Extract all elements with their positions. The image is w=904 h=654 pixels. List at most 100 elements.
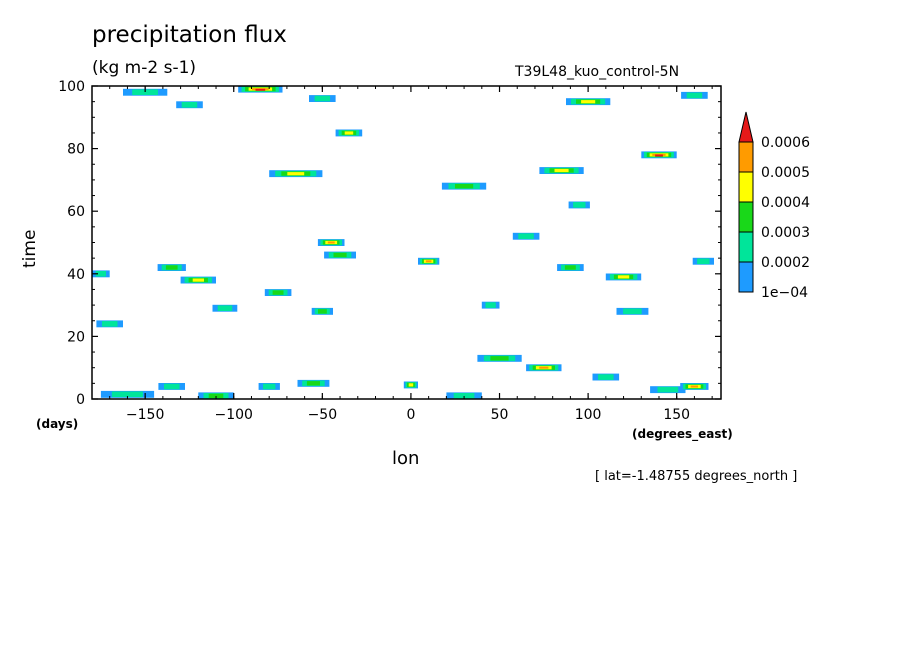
colorbar-label: 0.0006 (761, 135, 810, 151)
run-name: T39L48_kuo_control-5N (515, 64, 680, 80)
heatmap-cell (554, 168, 569, 173)
heatmap-patch-0 (100, 390, 155, 398)
heatmap-cell (272, 290, 284, 295)
heatmap-patch-20 (324, 251, 356, 259)
y-tick-label: 0 (76, 392, 85, 408)
heatmap-patch-29 (539, 167, 584, 174)
x-tick-label: −50 (308, 407, 338, 423)
y-tick-label: 100 (58, 79, 85, 95)
heatmap-cell (217, 305, 233, 311)
heatmap-patch-26 (568, 201, 590, 209)
x-axis-units: (degrees_east) (632, 427, 733, 441)
heatmap-patch-38 (92, 270, 110, 278)
heatmap-patch-22 (418, 257, 440, 265)
x-tick-label: −100 (215, 407, 253, 423)
heatmap-patch-6 (446, 392, 482, 400)
colorbar: 1e−04 0.0002 0.0003 0.0004 0.0005 0.0006 (738, 111, 810, 301)
heatmap-cell (255, 88, 266, 91)
heatmap-cell (318, 309, 327, 314)
colorbar-label: 0.0005 (761, 165, 810, 181)
heatmap-cell (657, 386, 679, 393)
heatmap-cell (617, 275, 630, 279)
heatmap-patch-9 (592, 373, 620, 381)
colorbar-swatch (738, 141, 754, 173)
heatmap-patch-1 (158, 383, 185, 390)
heatmap-cell (333, 252, 347, 258)
heatmap-cell (655, 154, 663, 157)
heatmap-cell (581, 100, 596, 104)
heatmap-cell (539, 366, 549, 369)
heatmap-cell (485, 302, 496, 308)
heatmap-patch-23 (557, 264, 584, 271)
heatmap-patch-10 (650, 386, 686, 394)
heatmap-cell (95, 271, 106, 277)
heatmap-cell (111, 391, 143, 398)
heatmap-patch-25 (512, 232, 540, 240)
colorbar-label: 1e−04 (761, 285, 808, 301)
heatmap-cell (164, 383, 180, 390)
y-tick-label: 60 (67, 204, 85, 220)
heatmap-cell (455, 184, 474, 189)
heatmap-cell (287, 172, 305, 176)
colorbar-swatch (738, 201, 754, 233)
heatmap-patch-13 (212, 304, 238, 312)
heatmap-patch-24 (605, 273, 642, 281)
heatmap-patch-12 (96, 320, 123, 328)
heatmap-cell (453, 393, 475, 399)
heatmap-cell (344, 131, 354, 135)
y-tick-label: 80 (67, 142, 85, 158)
heatmap-cell (165, 265, 178, 270)
heatmap-patches (92, 85, 714, 400)
colorbar-swatch (738, 231, 754, 263)
heatmap-cell (306, 381, 320, 386)
y-tick-label: 20 (67, 329, 85, 345)
heatmap-patch-3 (258, 383, 280, 390)
heatmap-cell (425, 260, 432, 263)
heatmap-cell (263, 383, 276, 390)
heatmap-cell (327, 241, 335, 244)
heatmap-cell (598, 374, 614, 380)
colorbar-swatch (738, 171, 754, 203)
heatmap-cell (518, 233, 534, 239)
heatmap-cell (314, 95, 331, 102)
heatmap-patch-17 (264, 289, 292, 296)
chart-units: (kg m-2 s-1) (92, 58, 197, 78)
x-axis-label: lon (392, 448, 420, 469)
axis-ticks: −150 −100 −50 0 50 100 150 0 20 40 60 80 100 (58, 79, 721, 423)
heatmap-cell (181, 102, 198, 108)
x-tick-label: 50 (491, 407, 509, 423)
heatmap-cell (623, 308, 642, 315)
heatmap-patch-37 (176, 101, 203, 109)
heatmap-cell (408, 383, 414, 387)
x-tick-label: −150 (126, 407, 164, 423)
colorbar-label: 0.0004 (761, 195, 810, 211)
heatmap-cell (132, 89, 158, 95)
x-tick-label: 150 (663, 407, 690, 423)
chart-title: precipitation flux (92, 22, 287, 48)
heatmap-cell (192, 278, 204, 282)
plot-frame (91, 85, 722, 400)
heatmap-cell (564, 265, 576, 270)
heatmap-patch-21 (317, 239, 345, 246)
slice-note: [ lat=-1.48755 degrees_north ] (595, 469, 798, 484)
heatmap-cell (208, 393, 224, 399)
heatmap-patch-18 (180, 276, 216, 284)
heatmap-patch-7 (477, 354, 522, 362)
y-tick-label: 40 (67, 267, 85, 283)
heatmap-cell (697, 258, 710, 265)
heatmap-patch-33 (123, 88, 168, 96)
heatmap-patch-11 (680, 383, 709, 390)
heatmap-patch-19 (157, 264, 186, 271)
heatmap-patch-27 (269, 170, 323, 178)
heatmap-patch-8 (526, 364, 562, 372)
heatmap-cell (686, 92, 703, 99)
heatmap-cell (690, 385, 698, 388)
heatmap-patch-36 (681, 91, 708, 99)
heatmap-patch-14 (311, 307, 333, 315)
heatmap-patch-5 (403, 381, 418, 389)
heatmap-patch-16 (616, 307, 649, 315)
heatmap-patch-34 (309, 95, 336, 102)
heatmap-patch-4 (297, 379, 330, 387)
colorbar-arrow (738, 111, 754, 143)
